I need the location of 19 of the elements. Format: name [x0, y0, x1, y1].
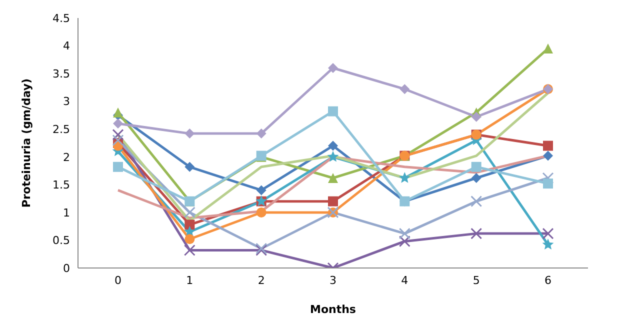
y-tick-label: 3.5: [52, 67, 70, 80]
y-tick-label: 1.5: [52, 178, 70, 192]
x-tick-label: 2: [258, 274, 265, 287]
x-tick-label: 3: [330, 274, 336, 287]
y-axis-title: Proteinuria (gm/day): [20, 78, 33, 208]
y-tick-label: 2: [63, 150, 70, 164]
y-tick-label: 0: [63, 262, 70, 275]
x-axis-title: Months: [310, 303, 356, 316]
y-tick-label: 0.5: [52, 234, 70, 248]
y-tick-label: 3: [63, 95, 70, 108]
x-tick-label: 1: [186, 274, 194, 287]
y-tick-label: 2.5: [52, 123, 70, 136]
y-tick-label: 4.5: [52, 12, 70, 25]
y-tick-label: 1: [63, 206, 70, 220]
x-tick-label: 6: [544, 274, 552, 287]
y-tick-label: 4: [63, 40, 70, 53]
x-tick-label: 4: [401, 274, 408, 287]
x-tick-label: 0: [114, 274, 122, 287]
x-tick-label: 5: [472, 274, 480, 287]
